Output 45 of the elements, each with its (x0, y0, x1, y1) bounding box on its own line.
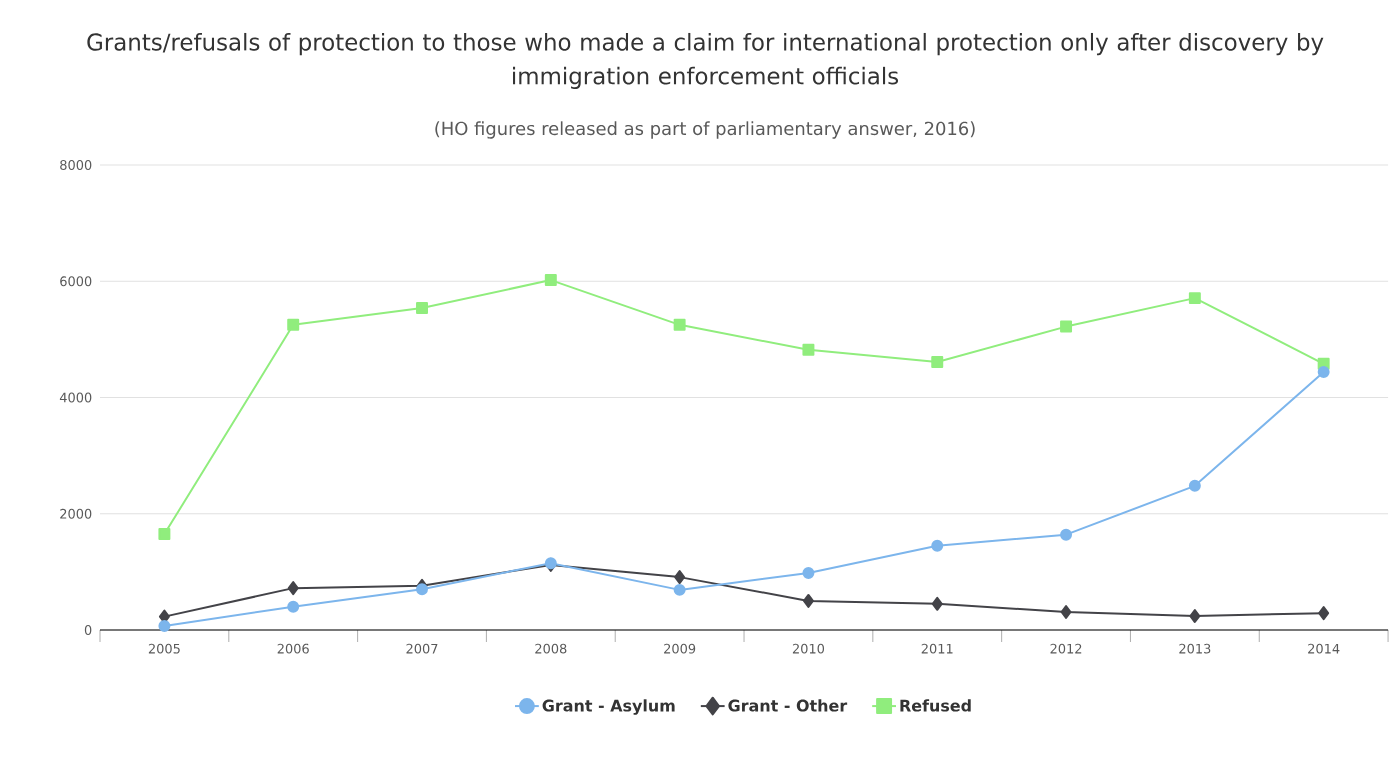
y-tick-label: 4000 (59, 392, 92, 403)
point (158, 528, 171, 541)
point (1060, 320, 1073, 333)
point (1188, 292, 1201, 305)
x-tick-label: 2009 (664, 643, 696, 654)
chart-title: Grants/refusals of protection to those who made a claim for international protection only after discovery by immigration enforcement officials (87, 32, 1324, 90)
point (1317, 365, 1330, 378)
legend-label: Grant - Other (728, 699, 848, 712)
point (931, 596, 943, 611)
x-tick-label: 2008 (535, 643, 567, 654)
point (287, 318, 300, 331)
point (1318, 606, 1330, 621)
point (1060, 528, 1073, 541)
legend-label: Grant - Asylum (542, 699, 675, 715)
point (674, 570, 686, 585)
x-tick-label: 2007 (406, 643, 438, 654)
point (931, 356, 944, 369)
point (1189, 609, 1201, 624)
point (416, 583, 428, 596)
point (673, 318, 686, 331)
legend-label: Refused (900, 699, 971, 712)
point (158, 619, 171, 632)
point (1060, 605, 1072, 619)
x-tick-label: 2012 (1050, 643, 1082, 654)
point (931, 539, 944, 552)
point (416, 302, 428, 314)
point (287, 600, 300, 613)
point (1188, 479, 1201, 492)
x-tick-label: 2013 (1179, 643, 1211, 654)
x-tick-label: 2011 (921, 643, 953, 654)
point (544, 274, 557, 287)
point (802, 593, 814, 608)
x-tick-label: 2005 (148, 643, 180, 654)
point (673, 583, 686, 596)
y-tick-label: 8000 (60, 160, 92, 170)
point (802, 343, 815, 356)
y-tick-label: 0 (84, 625, 92, 635)
point (287, 581, 299, 596)
point (802, 567, 815, 580)
chart-subtitle: (HO figures released as part of parliamentary answer, 2016) (435, 121, 975, 139)
x-tick-label: 2010 (792, 643, 825, 654)
x-tick-label: 2006 (277, 643, 309, 654)
y-tick-label: 6000 (60, 276, 92, 287)
y-tick-label: 2000 (60, 508, 92, 519)
x-tick-label: 2014 (1308, 643, 1340, 654)
